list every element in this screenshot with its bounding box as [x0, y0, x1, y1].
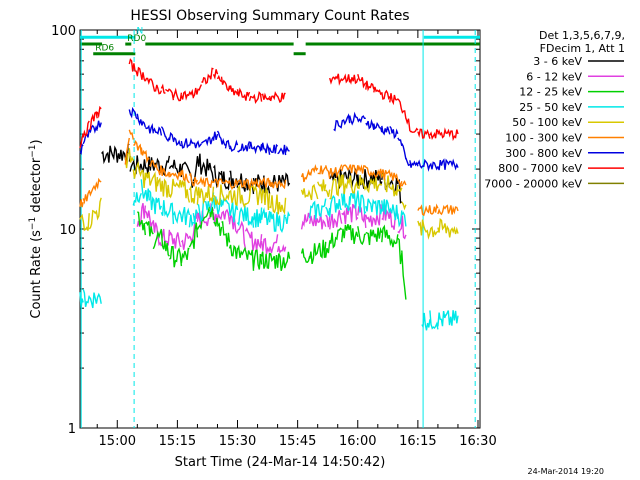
- annotation-label: N: [137, 27, 144, 37]
- legend-entry-label: 25 - 50 keV: [519, 101, 582, 114]
- x-tick-label: 15:30: [219, 434, 256, 449]
- legend-entry-label: 50 - 100 keV: [512, 116, 582, 129]
- y-tick-label: 10: [59, 223, 76, 238]
- y-tick-label: 100: [51, 24, 76, 39]
- series-line: [136, 201, 407, 254]
- x-tick-label: 15:15: [159, 434, 196, 449]
- legend-title-line: Det 1,3,5,6,7,9,: [539, 29, 625, 42]
- legend-entry-label: 3 - 6 keV: [533, 55, 582, 68]
- series-line: [136, 206, 407, 300]
- x-tick-label: 15:45: [279, 434, 316, 449]
- status-bars: RD0 RD6 N: [80, 27, 480, 56]
- series-lines: [79, 58, 459, 331]
- legend-entry-label: 100 - 300 keV: [505, 132, 582, 145]
- legend-entry-label: 7000 - 20000 keV: [484, 177, 582, 190]
- series-line: [79, 129, 459, 217]
- legend-title-line: FDecim 1, Att 1: [540, 42, 625, 55]
- x-tick-label: 16:00: [339, 434, 376, 449]
- status-bar-label: RD0: [127, 34, 146, 44]
- y-axis-label: Count Rate (s−1 detector−1): [28, 139, 44, 318]
- series-line: [79, 58, 459, 149]
- x-axis-label: Start Time (24-Mar-14 14:50:42): [175, 455, 386, 470]
- x-tick-label: 15:00: [99, 434, 136, 449]
- legend-entry-label: 6 - 12 keV: [526, 70, 582, 83]
- status-bar-label: RD6: [95, 44, 114, 54]
- series-line: [79, 148, 459, 240]
- axis-ticks: 1 10 100 15:00 15:15 15:30 15:45 16:00 16:15 16:3…: [51, 24, 497, 449]
- x-tick-label: 16:30: [459, 434, 496, 449]
- y-tick-label: 1: [68, 422, 76, 437]
- legend-entry-label: 300 - 800 keV: [505, 147, 582, 160]
- footer-timestamp: 24-Mar-2014 19:20: [528, 467, 605, 476]
- series-line: [79, 106, 459, 172]
- vertical-markers: [80, 30, 476, 428]
- x-tick-label: 16:15: [399, 434, 436, 449]
- legend: Det 1,3,5,6,7,9,FDecim 1, Att 13 - 6 keV…: [484, 29, 625, 190]
- chart-title: HESSI Observing Summary Count Rates: [130, 8, 409, 24]
- legend-entry-label: 12 - 25 keV: [519, 86, 582, 99]
- legend-entry-label: 800 - 7000 keV: [498, 162, 582, 175]
